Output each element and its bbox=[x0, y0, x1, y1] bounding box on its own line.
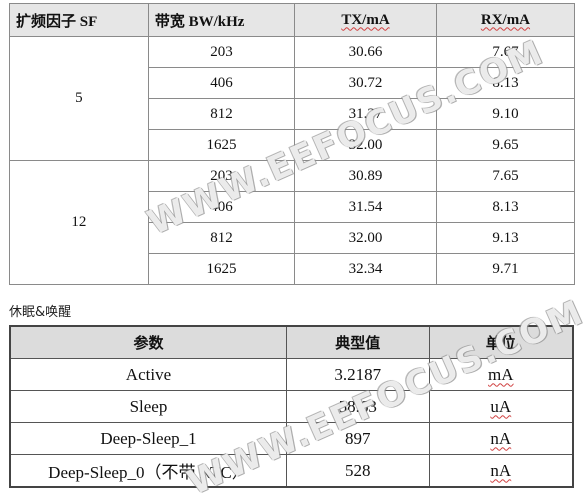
rx-cell: 9.13 bbox=[435, 222, 576, 254]
rx-cell: 8.13 bbox=[435, 67, 576, 99]
param-cell: Deep-Sleep_1 bbox=[9, 422, 287, 455]
sleep-wake-table: 参数 典型值 单位 Active 3.2187 mA Sleep 58.63 u… bbox=[9, 325, 574, 488]
param-cell: Deep-Sleep_0（不带 RTC） bbox=[9, 454, 287, 488]
unit-cell: nA bbox=[428, 454, 574, 488]
tx-cell: 31.37 bbox=[294, 98, 437, 130]
header-param: 参数 bbox=[9, 325, 287, 359]
bw-cell: 812 bbox=[147, 222, 296, 254]
rx-cell: 9.65 bbox=[435, 129, 576, 161]
tx-cell: 30.72 bbox=[294, 67, 437, 99]
rx-cell: 8.13 bbox=[435, 191, 576, 223]
rx-cell: 9.71 bbox=[435, 253, 576, 285]
tx-cell: 32.00 bbox=[294, 129, 437, 161]
header-sf: 扩频因子 SF bbox=[9, 3, 149, 37]
bw-cell: 812 bbox=[147, 98, 296, 130]
bw-cell: 406 bbox=[147, 191, 296, 223]
bw-cell: 1625 bbox=[147, 253, 296, 285]
tx-cell: 31.54 bbox=[294, 191, 437, 223]
unit-cell: uA bbox=[428, 390, 574, 423]
value-cell: 3.2187 bbox=[285, 358, 430, 391]
table-row: 406 30.72 8.13 bbox=[10, 67, 576, 99]
table-row: Deep-Sleep_1 897 nA bbox=[9, 422, 574, 455]
table-row: Sleep 58.63 uA bbox=[9, 390, 574, 423]
bw-cell: 406 bbox=[147, 67, 296, 99]
table-header-row: 扩频因子 SF 带宽 BW/kHz TX/mA RX/mA bbox=[9, 3, 576, 37]
header-tx: TX/mA bbox=[294, 3, 437, 37]
power-consumption-table: 扩频因子 SF 带宽 BW/kHz TX/mA RX/mA 5 203 30.6… bbox=[9, 3, 576, 285]
table-row: 1625 32.00 9.65 bbox=[10, 129, 576, 161]
sf-cell: 12 bbox=[9, 160, 149, 285]
table-row: 812 31.37 9.10 bbox=[10, 98, 576, 130]
table-row: Deep-Sleep_0（不带 RTC） 528 nA bbox=[9, 454, 574, 488]
header-rx: RX/mA bbox=[435, 3, 576, 37]
header-value: 典型值 bbox=[285, 325, 430, 359]
header-unit: 单位 bbox=[428, 325, 574, 359]
value-cell: 528 bbox=[285, 454, 430, 488]
sf-cell: 5 bbox=[9, 36, 149, 161]
rx-cell: 7.67 bbox=[435, 36, 576, 68]
value-cell: 58.63 bbox=[285, 390, 430, 423]
tx-cell: 32.00 bbox=[294, 222, 437, 254]
param-cell: Active bbox=[9, 358, 287, 391]
header-bw: 带宽 BW/kHz bbox=[147, 3, 296, 37]
table-row: 812 32.00 9.13 bbox=[10, 222, 576, 254]
table-header-row: 参数 典型值 单位 bbox=[9, 325, 574, 359]
tx-cell: 32.34 bbox=[294, 253, 437, 285]
tx-cell: 30.89 bbox=[294, 160, 437, 192]
value-cell: 897 bbox=[285, 422, 430, 455]
unit-cell: mA bbox=[428, 358, 574, 391]
unit-cell: nA bbox=[428, 422, 574, 455]
section-caption: 休眠&唤醒 bbox=[9, 305, 72, 320]
param-cell: Sleep bbox=[9, 390, 287, 423]
table-row: Active 3.2187 mA bbox=[9, 358, 574, 391]
table-row: 12 203 30.89 7.65 bbox=[9, 160, 576, 285]
table-row: 1625 32.34 9.71 bbox=[10, 253, 576, 285]
tx-cell: 30.66 bbox=[294, 36, 437, 68]
rx-cell: 9.10 bbox=[435, 98, 576, 130]
bw-cell: 1625 bbox=[147, 129, 296, 161]
bw-cell: 203 bbox=[147, 160, 296, 192]
table-row: 406 31.54 8.13 bbox=[10, 191, 576, 223]
bw-cell: 203 bbox=[147, 36, 296, 68]
rx-cell: 7.65 bbox=[435, 160, 576, 192]
table-row: 5 203 30.66 7.67 bbox=[9, 36, 576, 161]
